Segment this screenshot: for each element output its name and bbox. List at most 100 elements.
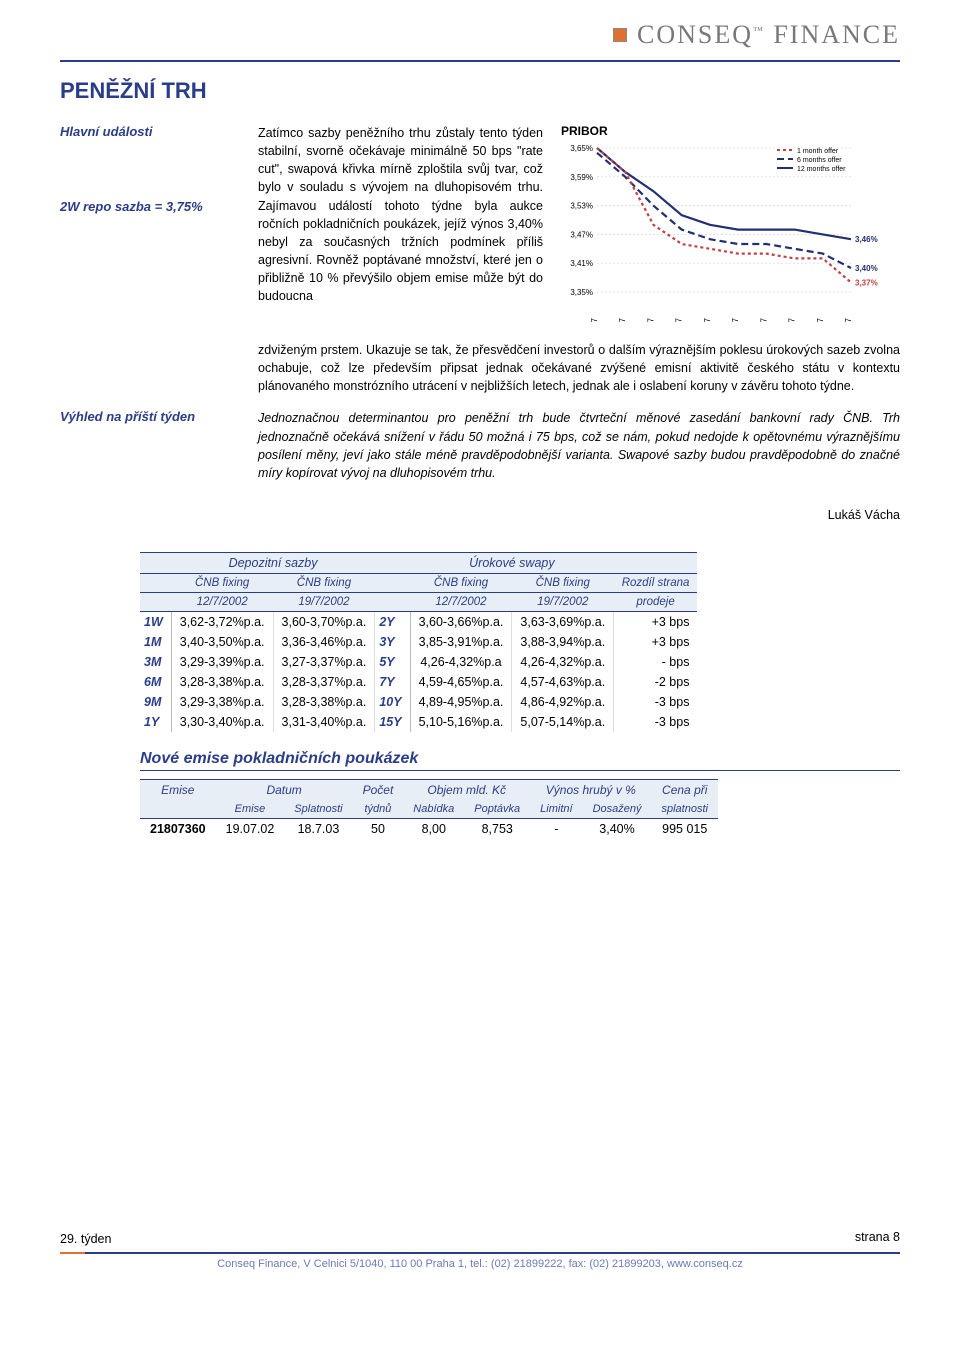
issues-cell: 50 <box>353 818 404 839</box>
rates-diff: +3 bps <box>614 632 698 652</box>
issues-cell: 18.7.03 <box>284 818 352 839</box>
page-title: PENĚŽNÍ TRH <box>60 78 900 104</box>
rates-col-header: ČNB fixing <box>171 573 273 592</box>
issues-sub-th: Dosažený <box>583 800 652 819</box>
rates-table: Depozitní sazby Úrokové swapy ČNB fixing… <box>140 552 697 732</box>
logo-square-icon <box>613 28 627 42</box>
rates-row-label: 5Y <box>375 652 410 672</box>
svg-text:3,53%: 3,53% <box>570 202 593 211</box>
rates-cell: 3,29-3,38%p.a. <box>171 692 273 712</box>
issues-cell: 8,753 <box>464 818 530 839</box>
rates-cell: 3,29-3,39%p.a. <box>171 652 273 672</box>
rates-cell: 4,86-4,92%p.a. <box>512 692 614 712</box>
rates-cell: 4,59-4,65%p.a. <box>410 672 512 692</box>
svg-text:6 months offer: 6 months offer <box>797 157 842 164</box>
rates-cell: 4,89-4,95%p.a. <box>410 692 512 712</box>
footer-week: 29. týden <box>60 1232 111 1246</box>
outlook-label: Výhled na příští týden <box>60 409 240 482</box>
svg-text:3,40%: 3,40% <box>855 264 878 273</box>
issues-cell: 995 015 <box>651 818 717 839</box>
svg-text:3,59%: 3,59% <box>570 173 593 182</box>
logo-tm: ™ <box>753 25 765 36</box>
rates-col-date: 12/7/2002 <box>171 592 273 611</box>
rates-cell: 5,07-5,14%p.a. <box>512 712 614 732</box>
svg-text:19.7: 19.7 <box>844 317 853 322</box>
rates-cell: 3,62-3,72%p.a. <box>171 611 273 632</box>
paragraph-1: Zatímco sazby peněžního trhu zůstaly ten… <box>258 124 543 327</box>
issues-th: Datum <box>216 779 353 800</box>
rates-col-date: prodeje <box>614 592 698 611</box>
rates-diff: -3 bps <box>614 692 698 712</box>
rates-cell: 4,57-4,63%p.a. <box>512 672 614 692</box>
footer-page: strana 8 <box>855 1230 900 1244</box>
svg-text:15.7: 15.7 <box>731 317 740 322</box>
rates-cell: 3,60-3,66%p.a. <box>410 611 512 632</box>
svg-text:3,37%: 3,37% <box>855 278 878 287</box>
issues-th: Emise <box>140 779 216 800</box>
rates-cell: 3,31-3,40%p.a. <box>273 712 375 732</box>
svg-text:8.7: 8.7 <box>590 317 599 322</box>
svg-text:16.7: 16.7 <box>759 317 768 322</box>
issues-th: Objem mld. Kč <box>403 779 530 800</box>
footer: 29. týden strana 8 Conseq Finance, V Cel… <box>60 1230 900 1270</box>
svg-text:3,35%: 3,35% <box>570 288 593 297</box>
rates-row-label: 6M <box>140 672 171 692</box>
issues-cell: 19.07.02 <box>216 818 285 839</box>
rates-cell: 3,85-3,91%p.a. <box>410 632 512 652</box>
rates-cell: 3,63-3,69%p.a. <box>512 611 614 632</box>
repo-rate-label: 2W repo sazba = 3,75% <box>60 199 240 214</box>
issues-sub-th: Nabídka <box>403 800 464 819</box>
svg-text:3,47%: 3,47% <box>570 230 593 239</box>
rates-row-label: 3M <box>140 652 171 672</box>
rates-diff: -3 bps <box>614 712 698 732</box>
issues-sub-th: týdnů <box>353 800 404 819</box>
rates-cell: 5,10-5,16%p.a. <box>410 712 512 732</box>
rates-cell: 3,30-3,40%p.a. <box>171 712 273 732</box>
logo: CONSEQ™ FINANCE <box>637 20 900 50</box>
issues-sub-th: Emise <box>216 800 285 819</box>
svg-text:18.7: 18.7 <box>816 317 825 322</box>
svg-text:3,65%: 3,65% <box>570 144 593 153</box>
rates-section-swaps: Úrokové swapy <box>410 552 614 573</box>
svg-text:11.7: 11.7 <box>675 317 684 322</box>
rates-row-label: 7Y <box>375 672 410 692</box>
rates-col-date: 12/7/2002 <box>410 592 512 611</box>
issues-cell: 8,00 <box>403 818 464 839</box>
issues-sub-th: Limitní <box>530 800 582 819</box>
rates-diff: -2 bps <box>614 672 698 692</box>
issues-sub-th: Poptávka <box>464 800 530 819</box>
author: Lukáš Vácha <box>258 508 900 522</box>
rates-row-label: 1Y <box>140 712 171 732</box>
svg-text:17.7: 17.7 <box>788 317 797 322</box>
rates-diff: +3 bps <box>614 611 698 632</box>
rates-cell: 3,60-3,70%p.a. <box>273 611 375 632</box>
issues-th: Cena při <box>651 779 717 800</box>
rates-col-date: 19/7/2002 <box>512 592 614 611</box>
rates-cell: 3,28-3,38%p.a. <box>273 692 375 712</box>
svg-text:3,46%: 3,46% <box>855 235 878 244</box>
rates-row-label: 1M <box>140 632 171 652</box>
rates-col-header: ČNB fixing <box>273 573 375 592</box>
issues-heading: Nové emise pokladničních poukázek <box>140 750 900 771</box>
issues-th: Výnos hrubý v % <box>530 779 651 800</box>
rates-cell: 3,36-3,46%p.a. <box>273 632 375 652</box>
rates-section-deposit: Depozitní sazby <box>171 552 375 573</box>
rates-cell: 4,26-4,32%p.a <box>410 652 512 672</box>
svg-text:12 months offer: 12 months offer <box>797 166 846 173</box>
issues-sub-th <box>140 800 216 819</box>
rates-cell: 3,40-3,50%p.a. <box>171 632 273 652</box>
rates-diff: - bps <box>614 652 698 672</box>
rates-row-label: 3Y <box>375 632 410 652</box>
pribor-chart: 3,35%3,41%3,47%3,53%3,59%3,65%8.79.710.7… <box>561 142 891 322</box>
footer-divider <box>60 1252 900 1254</box>
rates-row-label: 15Y <box>375 712 410 732</box>
svg-text:12.7: 12.7 <box>703 317 712 322</box>
svg-text:9.7: 9.7 <box>618 317 627 322</box>
header: CONSEQ™ FINANCE <box>60 20 900 50</box>
events-label: Hlavní události <box>60 124 240 139</box>
rates-col-header: ČNB fixing <box>410 573 512 592</box>
chart-title: PRIBOR <box>561 124 900 138</box>
rates-cell: 3,27-3,37%p.a. <box>273 652 375 672</box>
rates-row-label: 2Y <box>375 611 410 632</box>
header-divider <box>60 60 900 62</box>
